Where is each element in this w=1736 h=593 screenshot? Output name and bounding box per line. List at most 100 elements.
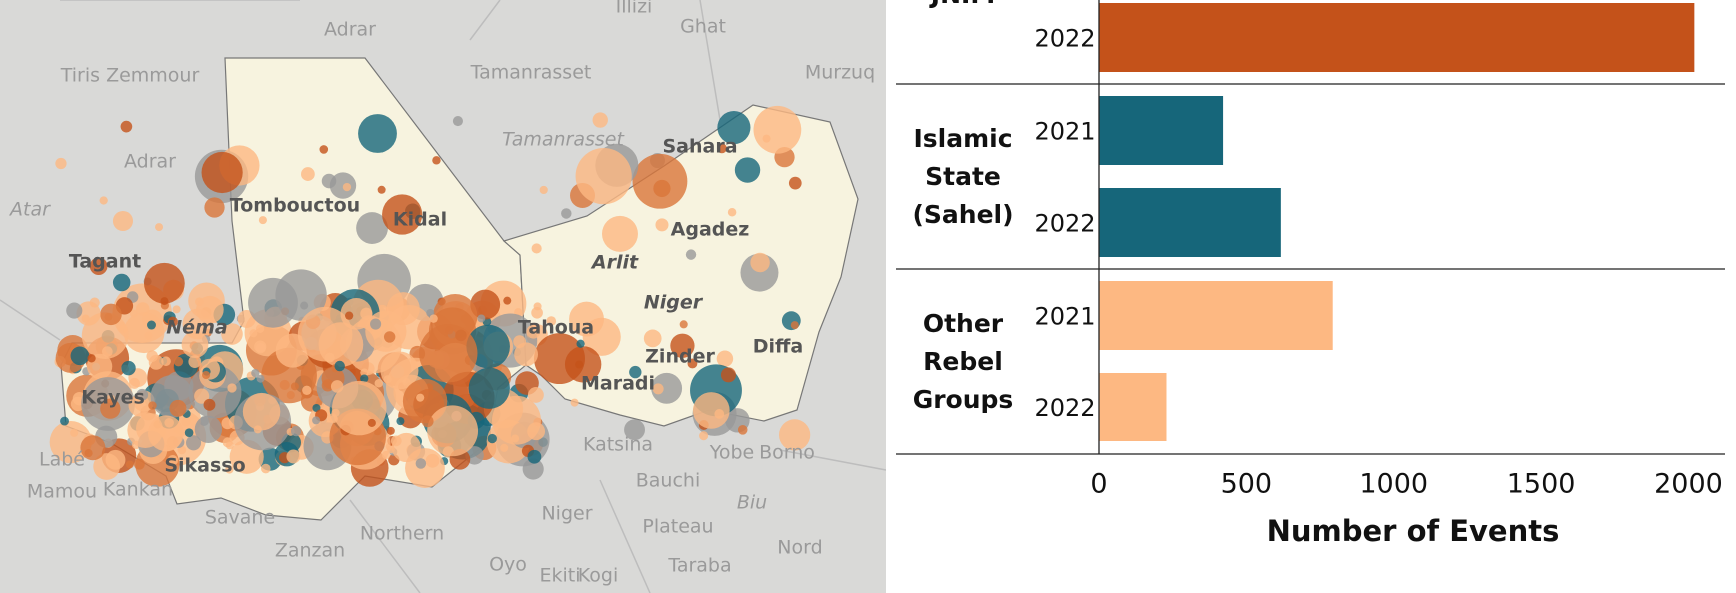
map-label: Nord — [777, 537, 822, 559]
map-label: Oyo — [489, 554, 527, 576]
event-dot — [312, 416, 321, 425]
event-dot — [788, 176, 802, 190]
event-dot — [225, 441, 234, 450]
event-dot — [181, 331, 209, 358]
event-dot — [120, 120, 133, 133]
event-dot — [699, 431, 709, 441]
event-dot — [242, 392, 281, 431]
event-dot — [382, 450, 391, 460]
event-dot — [318, 322, 364, 367]
event-dot — [778, 419, 811, 451]
event-dot — [332, 380, 387, 436]
event-dot — [196, 295, 224, 324]
event-dot — [290, 425, 302, 437]
event-dot — [99, 196, 108, 205]
event-dot — [167, 316, 178, 327]
event-dot — [429, 314, 438, 323]
event-dot — [514, 342, 539, 367]
event-dot — [380, 351, 419, 390]
event-dot — [564, 346, 602, 383]
map-label: Kayes — [81, 387, 145, 409]
map-label: Adrar — [124, 151, 176, 173]
event-dot — [84, 449, 93, 458]
event-dot — [374, 378, 384, 388]
event-dot — [66, 302, 83, 319]
year-label: 2021 — [1034, 118, 1095, 146]
event-dot — [651, 372, 683, 404]
event-dot — [386, 426, 395, 435]
event-dot — [125, 460, 134, 469]
map-label: Borno — [759, 442, 815, 464]
event-dot — [164, 417, 174, 428]
event-dot — [592, 112, 608, 128]
event-dot — [570, 398, 579, 407]
map-label: Taraba — [667, 555, 731, 577]
event-dot — [382, 194, 423, 235]
event-dot — [444, 326, 454, 335]
bar — [1099, 281, 1333, 350]
event-dot — [643, 329, 662, 348]
event-dot — [117, 322, 126, 331]
map-label: Tahoua — [518, 317, 594, 339]
event-dot — [500, 443, 509, 452]
event-dot — [184, 428, 194, 438]
event-dot — [527, 449, 542, 464]
event-dot — [161, 356, 171, 367]
event-dot — [432, 156, 441, 165]
x-tick-label: 1500 — [1507, 469, 1576, 500]
map-borders — [0, 0, 887, 593]
event-dot — [319, 145, 329, 154]
event-dot — [260, 463, 271, 474]
map-label: Kankan — [103, 479, 173, 501]
event-dot — [248, 277, 298, 328]
event-dot — [167, 455, 179, 466]
event-dot — [717, 111, 751, 145]
event-dot — [225, 465, 234, 474]
event-dot — [172, 305, 181, 314]
bar — [1099, 373, 1167, 441]
event-dot — [100, 398, 121, 419]
map-label: Sahara — [662, 136, 737, 158]
event-dot — [427, 405, 479, 457]
event-dot — [249, 329, 258, 338]
event-dot — [302, 385, 312, 395]
event-dot — [527, 422, 546, 441]
event-dot — [687, 358, 698, 369]
event-dot — [143, 262, 185, 304]
event-dot — [652, 383, 664, 395]
event-dot — [251, 368, 260, 378]
event-dot — [55, 157, 67, 170]
event-dot — [750, 252, 770, 273]
event-dot — [49, 420, 92, 464]
event-dot — [358, 114, 397, 153]
map-label: Zinder — [645, 346, 715, 368]
event-dot — [720, 367, 736, 383]
event-dot — [602, 215, 638, 252]
map-label: Zanzan — [275, 540, 345, 562]
event-dot — [147, 415, 184, 452]
event-dot — [258, 216, 267, 225]
event-dot — [716, 350, 734, 367]
map-label: Niger — [541, 503, 592, 525]
map-label: Tagant — [69, 251, 141, 273]
map-label: Arlit — [590, 252, 639, 274]
event-dot — [452, 115, 463, 127]
group-label: Other Rebel Groups — [912, 309, 1014, 414]
map-label: Northern — [360, 523, 444, 545]
event-dot — [203, 398, 216, 411]
map-labels: Adrar Illizi Ghat Tamanrasset Murzuq Tiris Ze… — [8, 0, 875, 587]
map-label: Tiris Zemmour — [60, 65, 200, 87]
event-dot — [334, 360, 345, 372]
event-dot — [186, 435, 202, 451]
event-dot — [123, 312, 165, 354]
event-dot — [629, 365, 642, 379]
event-dot — [790, 321, 799, 330]
event-dot — [531, 306, 543, 319]
map-label: Plateau — [642, 516, 713, 538]
event-dot — [582, 317, 621, 356]
event-dot — [377, 185, 386, 194]
event-dot — [421, 415, 434, 428]
event-dot — [342, 182, 352, 192]
map-label: Biu — [737, 492, 767, 514]
